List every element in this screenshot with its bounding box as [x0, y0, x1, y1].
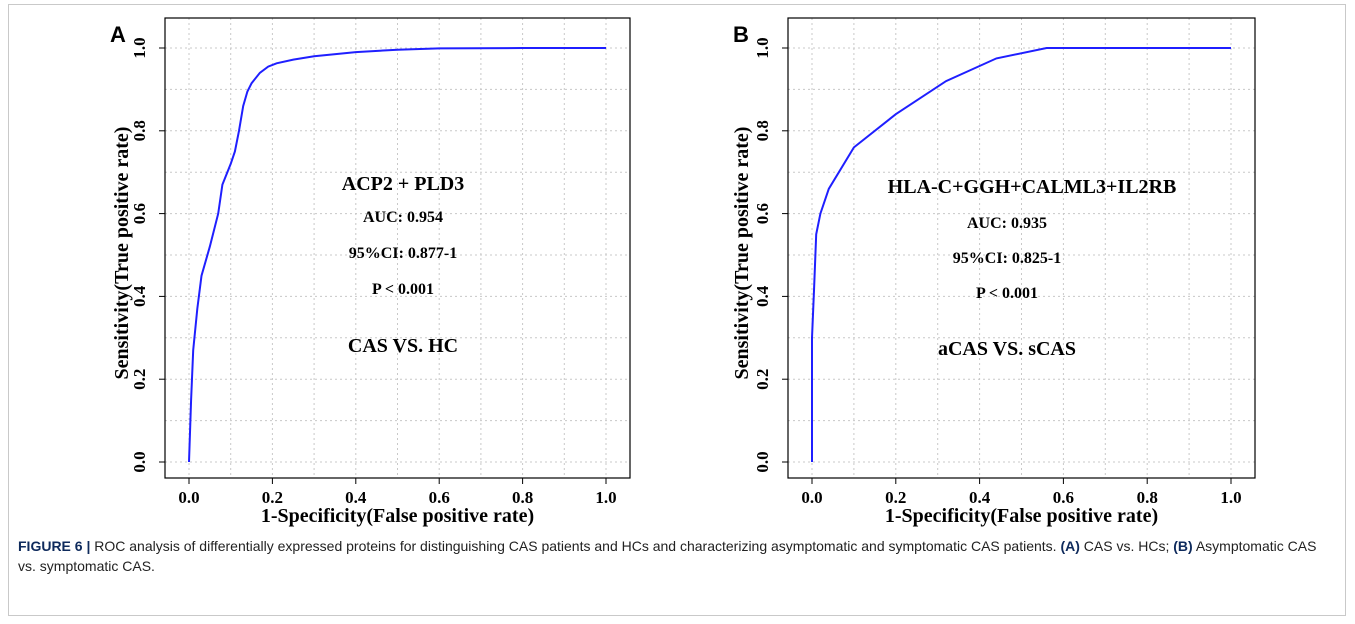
y-tick-label: 0.8: [130, 120, 149, 141]
y-tick-label: 1.0: [130, 37, 149, 58]
annotation-text: ACP2 + PLD3: [342, 173, 465, 195]
annotation-text: HLA-C+GGH+CALML3+IL2RB: [888, 176, 1177, 198]
plot-frame: [787, 17, 1256, 479]
panel-letter: A: [110, 22, 126, 47]
y-tick-label: 1.0: [753, 37, 772, 58]
caption-b-tag: (B): [1173, 538, 1193, 554]
y-tick-label: 0.8: [753, 120, 772, 141]
caption-a-tag: (A): [1060, 538, 1080, 554]
roc-curve: [188, 47, 606, 463]
annotation-text: P < 0.001: [372, 281, 434, 298]
y-tick-label: 0.4: [753, 285, 772, 307]
caption-label: FIGURE 6 |: [18, 538, 91, 554]
y-tick-label: 0.2: [130, 369, 149, 390]
caption-text: ROC analysis of differentially expressed…: [90, 538, 1061, 554]
x-tick-label: 0.0: [801, 488, 822, 507]
figure-caption: FIGURE 6 | ROC analysis of differentiall…: [18, 536, 1318, 576]
y-tick-label: 0.0: [753, 451, 772, 472]
annotation-text: CAS VS. HC: [348, 335, 458, 357]
y-tick-label: 0.6: [753, 203, 772, 224]
x-tick-label: 0.6: [1053, 488, 1074, 507]
caption-a-text: CAS vs. HCs;: [1079, 538, 1174, 554]
x-tick-label: 0.8: [512, 488, 533, 507]
annotation-text: P < 0.001: [976, 285, 1038, 302]
x-tick-label: 0.6: [429, 488, 450, 507]
x-tick-label: 0.2: [885, 488, 906, 507]
x-tick-label: 0.4: [969, 488, 991, 507]
x-tick-label: 0.4: [345, 488, 367, 507]
annotation-text: 95%CI: 0.825-1: [953, 250, 1061, 267]
annotation-text: 95%CI: 0.877-1: [349, 245, 457, 262]
y-axis-label: Sensitivity(True positive rate): [111, 127, 133, 380]
y-tick-label: 0.0: [130, 451, 149, 472]
plot-frame: [164, 17, 631, 479]
y-axis-label: Sensitivity(True positive rate): [731, 127, 753, 380]
x-tick-label: 1.0: [595, 488, 616, 507]
y-tick-label: 0.4: [130, 285, 149, 307]
x-axis-label: 1-Specificity(False positive rate): [261, 505, 534, 527]
y-tick-label: 0.2: [753, 369, 772, 390]
annotation-text: AUC: 0.935: [967, 215, 1047, 232]
x-tick-label: 0.0: [178, 488, 199, 507]
roc-figure: 0.0 0.2 0.4 0.6 0.8 1.0 0.0 0.2 0.4 0.6 0.8 1.0 1-Sp…: [110, 17, 1256, 527]
x-tick-label: 0.8: [1137, 488, 1158, 507]
annotation-text: aCAS VS. sCAS: [938, 338, 1076, 360]
roc-curve: [811, 47, 1231, 462]
caption-b-text: Asymptomatic CAS vs. symptomatic CAS.: [18, 538, 1317, 574]
figure-frame: [8, 4, 1346, 616]
y-tick-label: 0.6: [130, 203, 149, 224]
panel-letter: B: [733, 22, 749, 47]
x-axis-label: 1-Specificity(False positive rate): [885, 505, 1158, 527]
x-tick-label: 0.2: [262, 488, 283, 507]
x-tick-label: 1.0: [1220, 488, 1241, 507]
annotation-text: AUC: 0.954: [363, 209, 443, 226]
